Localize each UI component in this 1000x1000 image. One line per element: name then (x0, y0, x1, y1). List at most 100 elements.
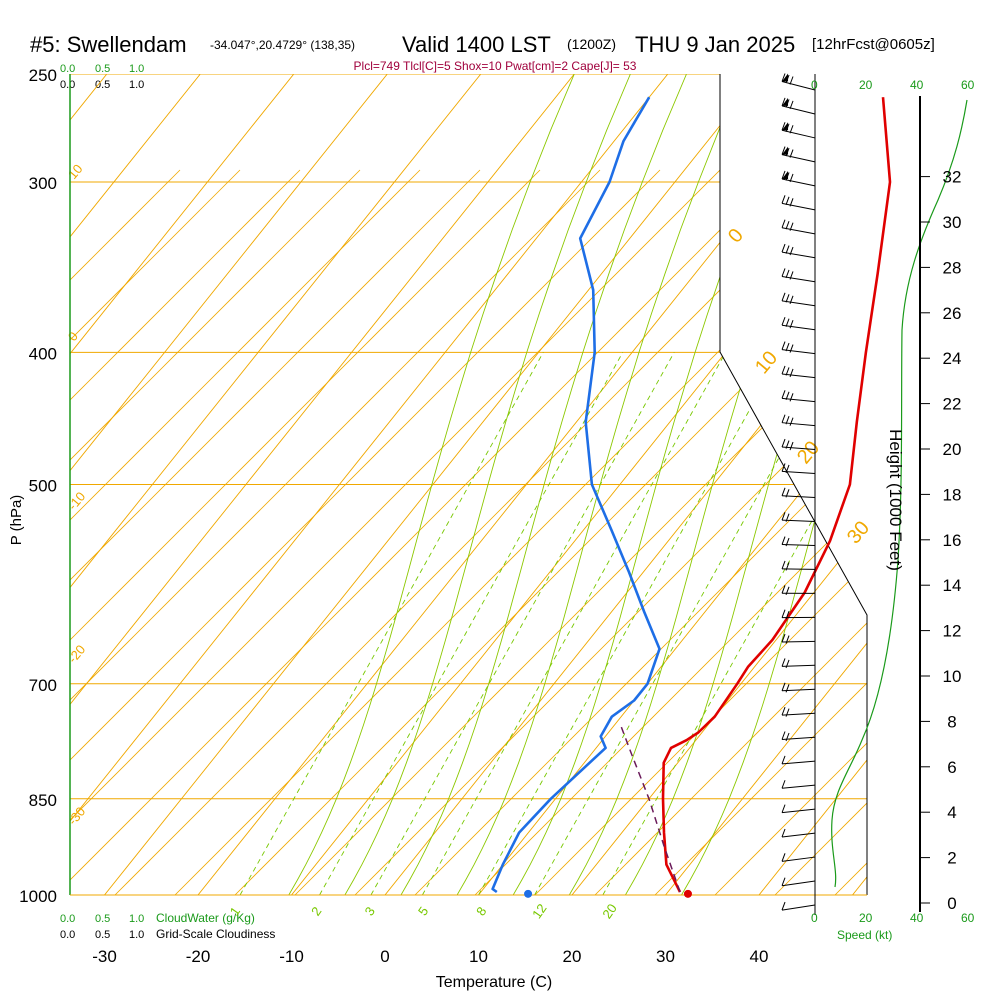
pressure-tick-label: 700 (29, 676, 57, 695)
parcel-line (619, 723, 681, 893)
wind-barb-feather (781, 560, 786, 570)
wind-speed-tick: 0 (811, 911, 818, 925)
wind-barb-staff (781, 736, 816, 741)
wind-barb-staff (781, 202, 816, 211)
wind-barb-feather (781, 463, 786, 472)
cloudwater-bottom-tick: 0.0 (60, 913, 75, 925)
plot-right-edge (719, 74, 868, 895)
plot-frame (69, 74, 868, 896)
pressure-axis: 250 300 400 500 700 850 1000 (19, 66, 57, 906)
wind-speed-label: Speed (kt) (837, 928, 892, 942)
dry-adiabat (70, 169, 181, 895)
wind-barb (781, 877, 816, 887)
wind-barb-staff (781, 856, 816, 862)
valid-time: Valid 1400 LST (402, 32, 551, 57)
mixing-ratio-line (478, 352, 783, 895)
wind-barb-feather (789, 441, 794, 451)
wind-barb (781, 195, 816, 211)
dry-adiabat (70, 169, 781, 895)
isotherm (653, 74, 867, 895)
wind-barb (781, 585, 816, 595)
moist-adiabat (672, 74, 867, 895)
wind-barb-feather (781, 414, 786, 423)
isotherm (70, 74, 774, 895)
isotherm (746, 74, 867, 895)
wind-barb (781, 609, 816, 620)
wind-barb (781, 341, 816, 355)
wind-barb-feather (781, 658, 786, 667)
wind-barb-staff (781, 688, 816, 692)
wind-barb-staff (781, 904, 816, 911)
wind-barb (781, 853, 816, 862)
wind-barb-staff (781, 178, 816, 187)
bottom-scales: 0.0 0.5 1.0 CloudWater (g/Kg) 0.0 0.5 1.… (60, 911, 275, 941)
isotherm (70, 74, 494, 895)
wind-barb-feather (785, 659, 790, 669)
mixing-ratio-label: 5 (415, 904, 431, 919)
wind-barb-feather (781, 633, 786, 643)
wind-barb-staff (782, 544, 816, 546)
moist-adiabat (447, 74, 744, 895)
wind-barb (781, 487, 816, 498)
temperature-tick-label: 30 (656, 947, 675, 966)
station-coords: -34.047°,20.4729° (138,35) (210, 38, 355, 52)
wind-barb-staff (781, 349, 816, 355)
isotherm (70, 74, 400, 895)
mixing-ratio-label: 2 (308, 904, 324, 919)
wind-speed-profile (831, 99, 968, 888)
wind-barb-feather (789, 100, 794, 110)
wind-barb-staff (781, 422, 816, 427)
wind-barb (781, 146, 816, 163)
mixing-ratio-label: 8 (473, 904, 489, 919)
dry-adiabat (489, 169, 867, 895)
height-tick-label: 12 (943, 622, 962, 641)
sounding-series (491, 96, 892, 898)
isotherm (0, 0, 26, 910)
wind-barb-feather (789, 246, 794, 256)
wind-barb-feather (785, 513, 790, 522)
wind-barb-staff (781, 808, 816, 814)
wind-barb-staff (782, 519, 816, 522)
temperature-tick-label: -20 (186, 947, 211, 966)
wind-barb-feather (781, 828, 786, 838)
wind-barb (781, 828, 816, 838)
wind-barb-feather (789, 173, 794, 183)
wind-barb (781, 511, 816, 522)
wind-barb (781, 219, 816, 235)
wind-barb (781, 97, 816, 115)
wind-barb-feather (781, 877, 786, 886)
height-tick-label: 22 (943, 395, 962, 414)
dewpoint-line (491, 96, 661, 894)
wind-barb-pennant (782, 73, 789, 82)
wind-barb-feather (785, 562, 790, 571)
mixing-ratio-label: 3 (362, 904, 378, 919)
surface-temperature-marker (683, 889, 692, 898)
dry-adiabat (70, 169, 541, 895)
x-axis-label: Temperature (C) (436, 974, 552, 991)
wind-barb-feather (781, 146, 786, 155)
temperature-line (661, 97, 892, 893)
wind-barb-feather (785, 342, 790, 352)
wind-barb-feather (781, 731, 786, 740)
wind-barb (781, 536, 816, 547)
wind-barb-feather (789, 393, 794, 402)
wind-barb-feather (789, 271, 794, 280)
wind-barb-feather (785, 537, 790, 547)
pressure-tick-label: 400 (29, 344, 57, 363)
height-tick-label: 32 (943, 168, 962, 187)
wind-barb-feather (789, 295, 794, 305)
isotherm (70, 74, 307, 895)
dry-adiabat (70, 169, 841, 895)
wind-barb-staff (781, 324, 816, 331)
pressure-tick-label: 250 (29, 66, 57, 85)
wind-barb-staff (781, 227, 816, 235)
zulu-time: (1200Z) (567, 36, 616, 52)
wind-barb-staff (781, 105, 816, 115)
isotherm (70, 74, 213, 895)
wind-barb-feather (781, 853, 786, 862)
wind-barb-pennant (782, 97, 789, 106)
cloudwater-top-tick: 1.0 (129, 63, 144, 75)
wind-barb-feather (785, 416, 790, 425)
